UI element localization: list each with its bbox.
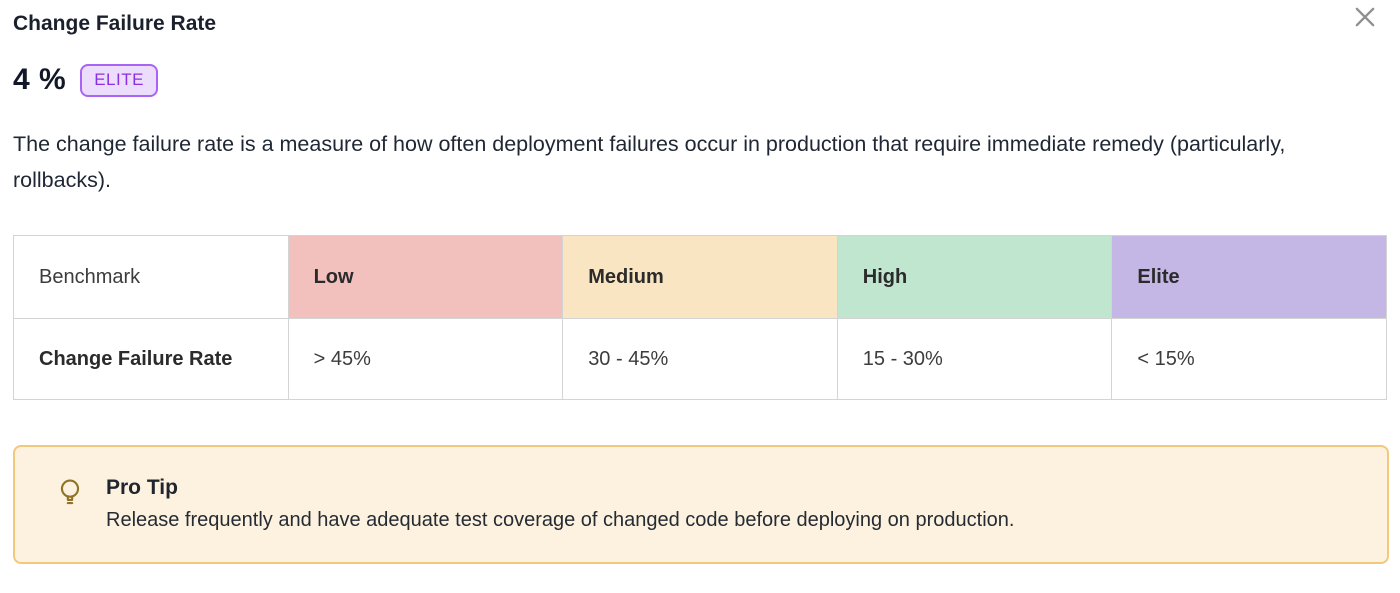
metric-row: 4 % ELITE — [13, 63, 1387, 97]
table-row: Change Failure Rate > 45% 30 - 45% 15 - … — [13, 318, 1387, 400]
medium-range-cell: 30 - 45% — [562, 318, 838, 400]
close-icon — [1351, 3, 1379, 34]
change-failure-rate-modal: Change Failure Rate 4 % ELITE The change… — [13, 1, 1389, 564]
pro-tip-title: Pro Tip — [106, 476, 178, 499]
pro-tip-text: Release frequently and have adequate tes… — [106, 509, 1015, 531]
lightbulb-icon — [57, 479, 83, 514]
high-range-cell: 15 - 30% — [836, 318, 1113, 400]
benchmark-column-header: Benchmark — [13, 235, 289, 319]
pro-tip-content: Pro Tip Release frequently and have adeq… — [106, 476, 1014, 532]
low-column-header: Low — [287, 235, 564, 319]
elite-column-header: Elite — [1111, 235, 1387, 319]
elite-range-cell: < 15% — [1111, 318, 1387, 400]
performance-badge: ELITE — [80, 63, 158, 97]
close-button[interactable] — [1348, 1, 1382, 35]
medium-column-header: Medium — [562, 235, 838, 319]
metric-value: 4 % — [13, 63, 67, 96]
low-range-cell: > 45% — [287, 318, 564, 400]
pro-tip-callout: Pro Tip Release frequently and have adeq… — [13, 445, 1389, 564]
metric-name-cell: Change Failure Rate — [13, 318, 289, 400]
high-column-header: High — [836, 235, 1113, 319]
page-title: Change Failure Rate — [13, 12, 217, 35]
benchmark-table: Benchmark Low Medium High Elite Change F… — [13, 235, 1387, 400]
benchmark-header-row: Benchmark Low Medium High Elite — [13, 235, 1387, 319]
metric-description: The change failure rate is a measure of … — [13, 132, 1286, 192]
